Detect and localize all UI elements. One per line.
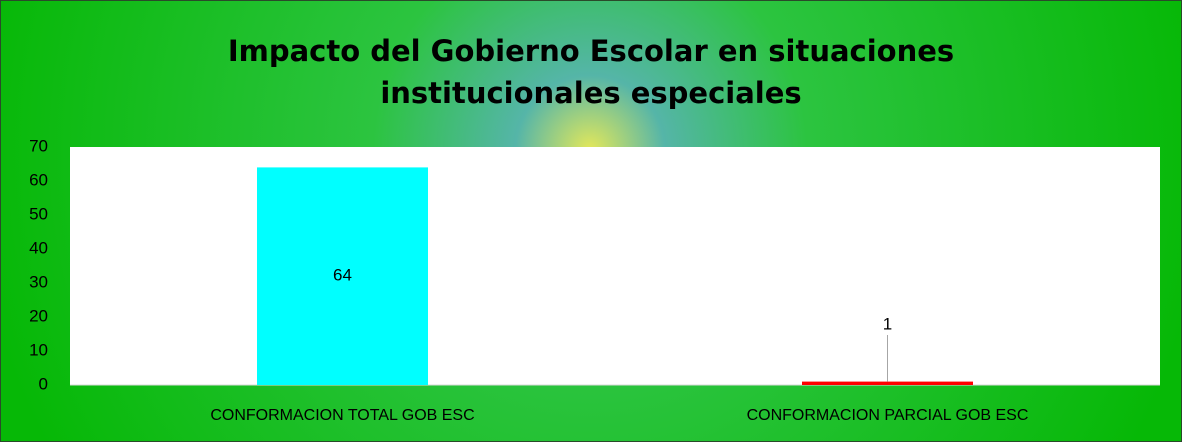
x-tick-label: CONFORMACION PARCIAL GOB ESC bbox=[747, 407, 1029, 424]
bar bbox=[802, 381, 973, 385]
y-tick-label: 60 bbox=[29, 170, 48, 189]
y-tick-label: 40 bbox=[29, 238, 48, 257]
data-label: 1 bbox=[883, 314, 892, 333]
bar bbox=[257, 167, 428, 385]
x-tick-label: CONFORMACION TOTAL GOB ESC bbox=[210, 407, 474, 424]
y-tick-label: 50 bbox=[29, 204, 48, 223]
y-tick-label: 20 bbox=[29, 306, 48, 325]
chart-title: Impacto del Gobierno Escolar en situacio… bbox=[227, 34, 955, 110]
plot-area bbox=[70, 147, 1160, 385]
y-tick-label: 10 bbox=[29, 340, 48, 359]
y-tick-label: 0 bbox=[39, 374, 48, 393]
y-tick-label: 30 bbox=[29, 272, 48, 291]
data-label: 64 bbox=[333, 266, 352, 285]
y-tick-label: 70 bbox=[29, 136, 48, 155]
